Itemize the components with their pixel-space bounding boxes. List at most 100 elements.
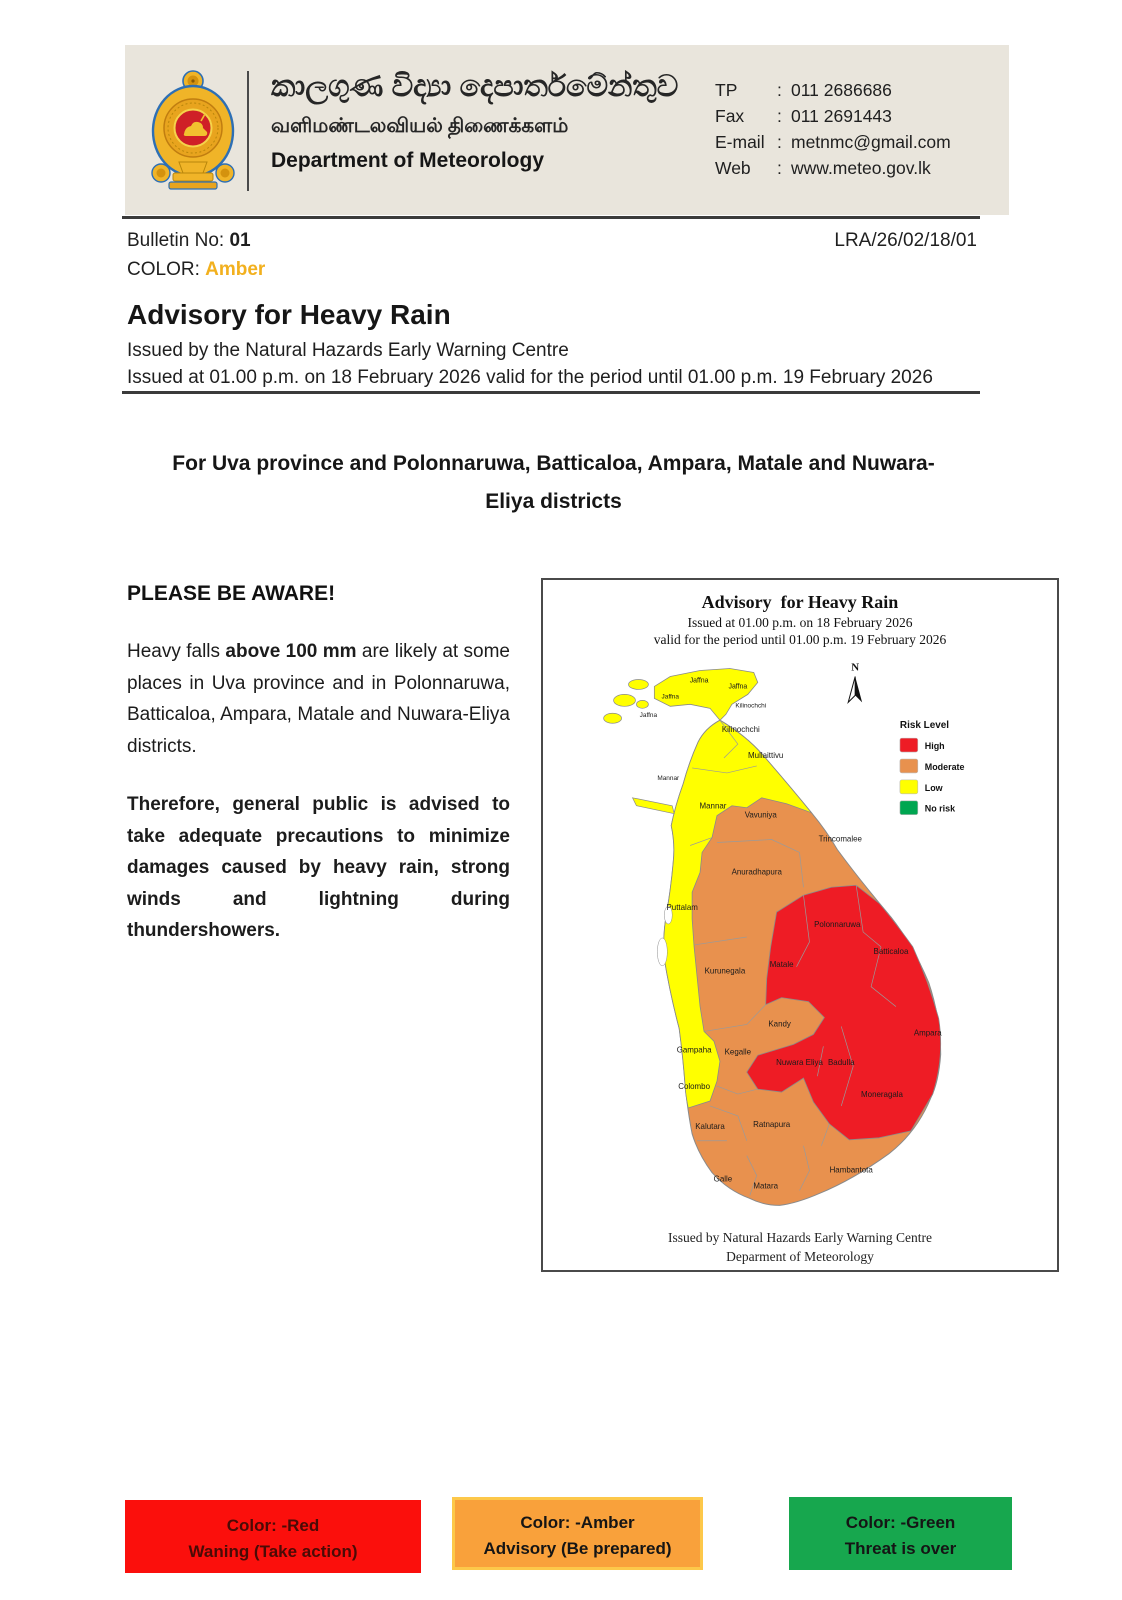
map-caption-1: Issued by Natural Hazards Early Warning … xyxy=(667,1230,933,1245)
region-heading-line2: Eliya districts xyxy=(485,490,622,513)
district-label-jaffna: Jaffna xyxy=(640,712,658,719)
map-district-border xyxy=(817,1046,824,1077)
map-lagoon xyxy=(664,905,673,925)
contact-colon: : xyxy=(777,80,782,100)
contact-colon: : xyxy=(777,158,782,178)
district-label-gampaha: Gampaha xyxy=(677,1045,712,1054)
district-label-nuwara-eliya: Nuwara Eliya xyxy=(776,1058,823,1067)
district-label-kurunegala: Kurunegala xyxy=(705,967,746,976)
department-title-tamil: வளிமண்டலவியல் திணைக்களம் xyxy=(271,115,569,137)
bulletin-color-row: COLOR: Amber xyxy=(127,259,265,281)
district-label-jaffna: Jaffna xyxy=(728,683,747,690)
department-title-sinhala: කාලගුණ විද්‍යා දෙපාර්තමේන්තුව xyxy=(271,70,679,103)
map-islet xyxy=(628,679,649,690)
district-label-mannar: Mannar xyxy=(657,775,680,782)
para1-text-cont: are likely at some places in Uva provinc… xyxy=(127,641,510,757)
header-rule xyxy=(122,216,980,219)
color-label: COLOR: xyxy=(127,259,206,280)
map-title: Advisory for Heavy Rain xyxy=(701,592,899,612)
legend-swatch-high xyxy=(899,737,919,753)
map-mannar-island xyxy=(631,797,675,815)
color-key-action: Threat is over xyxy=(844,1539,957,1558)
map-district-border xyxy=(704,1004,766,1032)
please-be-aware-heading: PLEASE BE AWARE! xyxy=(127,582,336,605)
legend-label-high: High xyxy=(925,741,945,751)
contact-label: Fax xyxy=(715,106,745,126)
district-label-anuradhapura: Anuradhapura xyxy=(732,867,783,876)
map-district-border xyxy=(690,837,713,846)
district-label-batticaloa: Batticaloa xyxy=(874,947,909,956)
contact-row: Web: www.meteo.gov.lk xyxy=(715,155,951,181)
north-arrow-icon xyxy=(847,676,856,705)
map-district-border xyxy=(692,765,757,774)
color-key-title: Color: -Green xyxy=(845,1513,956,1532)
contact-colon: : xyxy=(777,106,782,126)
map-district-border xyxy=(799,1145,810,1191)
department-title-english: Department of Meteorology xyxy=(271,149,545,172)
district-label-polonnaruwa: Polonnaruwa xyxy=(814,920,861,929)
contact-value: 011 2686686 xyxy=(791,80,892,100)
north-arrow-icon xyxy=(855,676,863,703)
map-subtitle-valid: valid for the period until 01.00 p.m. 19… xyxy=(653,632,947,647)
map-subtitle-issued: Issued at 01.00 p.m. on 18 February 2026 xyxy=(687,615,913,630)
color-key-title: Color: -Amber xyxy=(520,1513,635,1532)
contact-label: Web xyxy=(715,158,751,178)
map-district-border xyxy=(870,946,897,1007)
risk-map-panel: Advisory for Heavy Rain Issued at 01.00 … xyxy=(541,578,1059,1272)
color-key-box-green: Color: -Green Threat is over xyxy=(789,1497,1012,1570)
district-label-badulla: Badulla xyxy=(828,1058,855,1067)
map-district-border xyxy=(840,1026,854,1107)
contact-row: TP:011 2686686 xyxy=(715,77,951,103)
advisory-paragraph-2: Therefore, general public is advised to … xyxy=(127,794,510,941)
legend-label-moderate: Moderate xyxy=(925,762,965,772)
map-district-border xyxy=(716,839,800,853)
map-district-border xyxy=(855,885,882,948)
district-label-kalutara: Kalutara xyxy=(695,1122,725,1131)
section-rule xyxy=(122,391,980,394)
map-district-border xyxy=(821,1123,830,1146)
legend-label-no_risk: No risk xyxy=(925,804,955,814)
district-label-matara: Matara xyxy=(753,1182,778,1191)
letterhead: කාලගුණ විද්‍යා දෙපාර්තමේන්තුව வளிமண்டலவி… xyxy=(125,45,1009,215)
district-label-colombo: Colombo xyxy=(678,1082,710,1091)
region-heading-line1: For Uva province and Polonnaruwa, Battic… xyxy=(172,452,935,475)
map-jaffna-peninsula xyxy=(653,668,759,721)
contact-label: E-mail xyxy=(715,132,765,152)
map-islet xyxy=(603,712,622,724)
color-key-box-amber: Color: -Amber Advisory (Be prepared) xyxy=(452,1497,703,1570)
district-label-mullaittivu: Mullaittivu xyxy=(748,751,783,760)
bulletin-meta-row: LRA/26/02/18/01 Bulletin No: 01 xyxy=(127,230,977,252)
district-label-ampara: Ampara xyxy=(914,1028,942,1037)
district-label-kilinochchi: Kilinochchi xyxy=(722,725,760,734)
legend-title: Risk Level xyxy=(900,720,949,731)
district-label-jaffna: Jaffna xyxy=(690,677,709,684)
map-islet xyxy=(613,694,636,707)
sri-lanka-risk-map: N Risk Level High Moderate Low No risk Jaffna J… xyxy=(603,662,965,1206)
district-label-moneragala: Moneragala xyxy=(861,1090,904,1099)
contact-block: TP:011 2686686 Fax:011 2691443 E-mail: metn… xyxy=(715,77,951,181)
map-district-border xyxy=(796,895,810,967)
district-label-hambantota: Hambantota xyxy=(830,1166,874,1175)
map-district-border xyxy=(716,1085,758,1095)
map-district-border xyxy=(694,936,747,946)
reference-number: LRA/26/02/18/01 xyxy=(834,230,977,251)
issued-by-line: Issued by the Natural Hazards Early Warn… xyxy=(127,340,569,361)
district-label-mannar: Mannar xyxy=(700,802,727,811)
district-label-trincomalee: Trincomalee xyxy=(819,835,863,844)
color-key-action: Waning (Take action) xyxy=(188,1542,358,1561)
map-district-border xyxy=(746,1155,758,1196)
north-arrow-label: N xyxy=(851,662,859,674)
legend-label-low: Low xyxy=(925,783,943,793)
contact-value: 011 2691443 xyxy=(791,106,892,126)
map-lagoon xyxy=(657,937,668,967)
district-label-ratnapura: Ratnapura xyxy=(753,1120,791,1129)
legend-swatch-low xyxy=(899,779,919,795)
bulletin-no-value: 01 xyxy=(229,230,251,251)
region-heading: For Uva province and Polonnaruwa, Battic… xyxy=(127,445,980,521)
contact-colon: : xyxy=(777,132,782,152)
contact-row: Fax:011 2691443 xyxy=(715,103,951,129)
letterhead-divider xyxy=(247,71,249,191)
color-key-box-red: Color: -Red Waning (Take action) xyxy=(125,1500,421,1573)
legend-swatch-no_risk xyxy=(899,800,919,815)
